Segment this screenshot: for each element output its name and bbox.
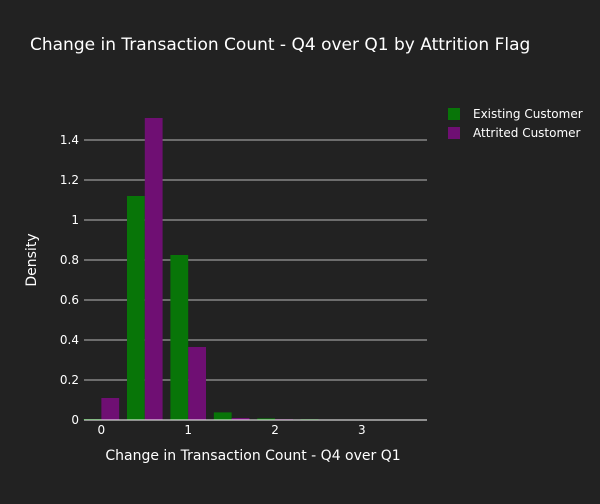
bars <box>84 118 406 420</box>
y-tick-label: 0.8 <box>60 253 79 267</box>
x-tick-label: 1 <box>184 423 192 437</box>
chart-title: Change in Transaction Count - Q4 over Q1… <box>30 35 530 55</box>
x-axis-title: Change in Transaction Count - Q4 over Q1 <box>105 448 400 464</box>
y-tick-label: 1.4 <box>60 133 79 147</box>
bar-attrited-customer <box>145 118 163 420</box>
y-tick-label: 0.6 <box>60 293 79 307</box>
legend-swatch <box>448 108 460 120</box>
legend-label: Attrited Customer <box>473 126 581 140</box>
y-tick-label: 0.4 <box>60 333 79 347</box>
y-ticks: 0 0.2 0.4 0.6 0.8 1 1.2 1.4 <box>60 133 79 427</box>
y-tick-label: 0 <box>71 413 79 427</box>
x-tick-label: 2 <box>271 423 279 437</box>
legend-swatch <box>448 127 460 139</box>
legend: Existing Customer Attrited Customer <box>448 107 583 140</box>
y-tick-label: 1 <box>71 213 79 227</box>
bar-existing-customer <box>214 412 232 420</box>
x-ticks: 0 1 2 3 <box>98 423 366 437</box>
bar-attrited-customer <box>101 398 119 420</box>
x-tick-label: 3 <box>358 423 366 437</box>
legend-label: Existing Customer <box>473 107 583 121</box>
bar-existing-customer <box>170 255 188 420</box>
y-tick-label: 1.2 <box>60 173 79 187</box>
bar-attrited-customer <box>188 347 206 420</box>
y-tick-label: 0.2 <box>60 373 79 387</box>
bar-existing-customer <box>127 196 145 420</box>
y-axis-title: Density <box>24 233 40 286</box>
x-tick-label: 0 <box>98 423 106 437</box>
